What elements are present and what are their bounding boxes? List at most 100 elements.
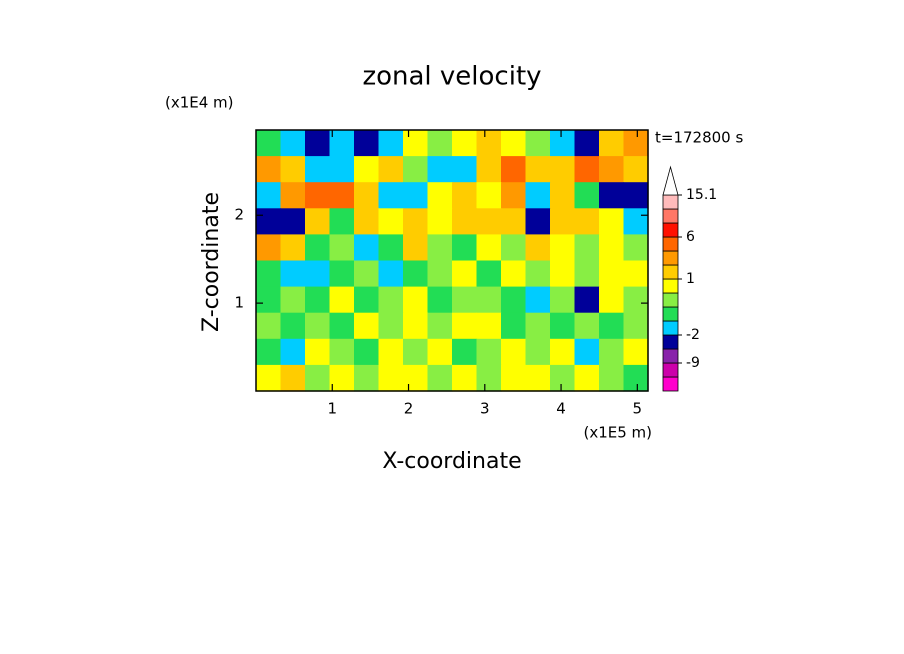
cell: [305, 208, 331, 235]
cell: [452, 364, 478, 392]
colorbar: 15.1 6 1 -2 -9: [662, 165, 717, 392]
cell: [403, 260, 429, 288]
colorbar-over: [662, 165, 679, 196]
cell: [305, 260, 331, 288]
cell: [599, 338, 625, 366]
cell: [476, 338, 502, 366]
cell: [256, 130, 282, 157]
cell: [501, 312, 527, 340]
cell: [329, 312, 355, 340]
cell: [599, 156, 625, 183]
cell: [476, 156, 502, 183]
cell: [329, 364, 355, 392]
cell: [280, 130, 306, 157]
cell: [452, 260, 478, 288]
cell: [550, 364, 576, 392]
cell: [378, 364, 404, 392]
cell: [354, 182, 380, 209]
colorbar-box: [662, 334, 679, 350]
colorbar-box: [662, 264, 679, 280]
cell: [427, 364, 453, 392]
cell: [256, 182, 282, 209]
contour-field: [256, 130, 649, 392]
cell: [525, 312, 551, 340]
cell: [329, 260, 355, 288]
cell: [550, 234, 576, 262]
colorbar-box: [662, 222, 679, 238]
cell: [623, 130, 649, 157]
cell: [354, 286, 380, 314]
cell: [623, 286, 649, 314]
cell: [305, 338, 331, 366]
cell: [599, 260, 625, 288]
y-tick-label: 1: [234, 294, 244, 312]
cell: [550, 286, 576, 314]
cell: [574, 130, 600, 157]
cell: [623, 338, 649, 366]
cell: [599, 312, 625, 340]
colorbar-box: [662, 348, 679, 364]
cell: [501, 338, 527, 366]
colorbar-box: [662, 362, 679, 378]
cell: [354, 130, 380, 157]
cell: [256, 234, 282, 262]
colorbar-box: [662, 320, 679, 336]
cell: [280, 208, 306, 235]
cell: [623, 260, 649, 288]
cell: [525, 260, 551, 288]
cell: [305, 286, 331, 314]
cell: [452, 286, 478, 314]
cell: [280, 182, 306, 209]
chart-title: zonal velocity: [362, 62, 541, 92]
cell: [256, 260, 282, 288]
cell: [574, 260, 600, 288]
cell: [329, 208, 355, 235]
cell: [476, 208, 502, 235]
colorbar-tick-label: 15.1: [686, 187, 717, 203]
x-tick-label: 5: [633, 400, 643, 418]
cell: [354, 156, 380, 183]
cell: [599, 286, 625, 314]
cell: [280, 312, 306, 340]
cell: [427, 338, 453, 366]
cell: [305, 130, 331, 157]
cell: [574, 286, 600, 314]
cell: [354, 260, 380, 288]
cell: [550, 208, 576, 235]
cell: [501, 260, 527, 288]
cell: [427, 208, 453, 235]
cell: [256, 312, 282, 340]
x-tick-label: 3: [480, 400, 490, 418]
cell: [623, 182, 649, 209]
colorbar-box: [662, 236, 679, 252]
cell: [476, 182, 502, 209]
cell: [452, 182, 478, 209]
cell: [427, 234, 453, 262]
cell: [305, 156, 331, 183]
cell: [329, 156, 355, 183]
cell: [280, 364, 306, 392]
cell: [403, 338, 429, 366]
colorbar-box: [662, 278, 679, 294]
cell: [623, 312, 649, 340]
cell: [305, 234, 331, 262]
cell: [574, 234, 600, 262]
cell: [574, 208, 600, 235]
cell: [403, 364, 429, 392]
time-label: t=172800 s: [655, 129, 743, 147]
cell: [403, 234, 429, 262]
cell: [378, 208, 404, 235]
cell: [574, 338, 600, 366]
cell: [378, 338, 404, 366]
cell: [329, 338, 355, 366]
cell: [501, 208, 527, 235]
cell: [403, 208, 429, 235]
cell: [256, 208, 282, 235]
cell: [427, 156, 453, 183]
cell: [623, 364, 649, 392]
cell: [427, 286, 453, 314]
cell: [525, 234, 551, 262]
cell: [599, 208, 625, 235]
cell: [256, 286, 282, 314]
cell: [354, 234, 380, 262]
